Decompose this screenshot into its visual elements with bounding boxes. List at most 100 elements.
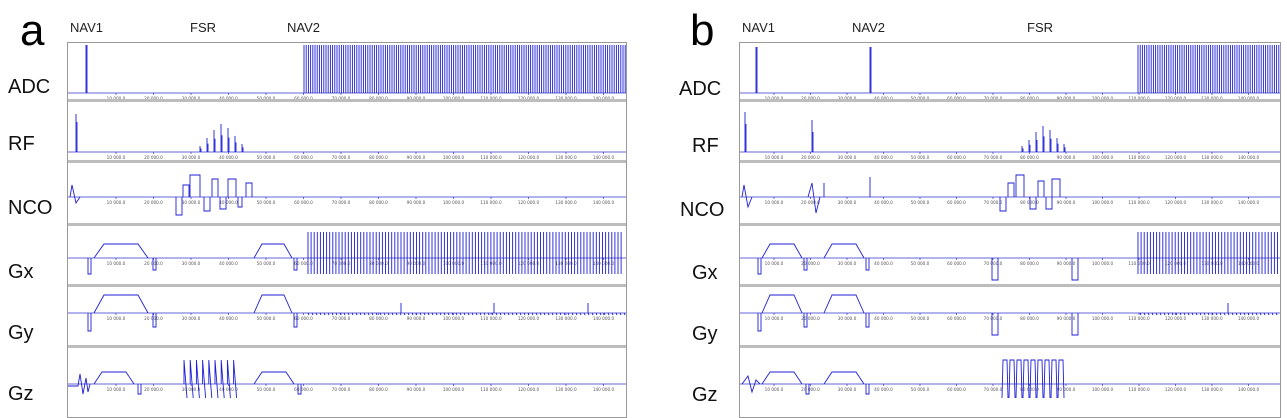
tick-label: 140 000.0: [593, 96, 615, 101]
tick-label: 20 000.0: [801, 96, 820, 101]
tick-label: 40 000.0: [219, 316, 238, 321]
tick-label: 70 000.0: [984, 155, 1003, 160]
tick-label: 80 000.0: [1020, 96, 1039, 101]
row-label-rf-a: RF: [8, 133, 35, 155]
tick-label: 100 000.0: [1092, 316, 1114, 321]
tick-label: 60 000.0: [294, 96, 313, 101]
tick-label: 30 000.0: [182, 261, 201, 266]
tick-label: 30 000.0: [838, 387, 857, 392]
tick-label: 140 000.0: [593, 155, 615, 160]
tick-label: 110 000.0: [480, 155, 502, 160]
tick-label: 130 000.0: [555, 96, 577, 101]
a-trace-row-3: [87, 232, 622, 275]
tick-label: 120 000.0: [1165, 155, 1187, 160]
tick-label: 40 000.0: [874, 316, 893, 321]
tick-label: 110 000.0: [1128, 96, 1150, 101]
tick-label: 100 000.0: [1092, 387, 1114, 392]
tick-label: 70 000.0: [332, 261, 351, 266]
tick-label: 70 000.0: [332, 316, 351, 321]
tick-label: 90 000.0: [407, 96, 426, 101]
tick-label: 40 000.0: [219, 96, 238, 101]
row-label-gx-a: Gx: [8, 261, 34, 283]
tick-label: 70 000.0: [984, 96, 1003, 101]
row-label-nco-b: NCO: [680, 199, 725, 221]
tick-label: 140 000.0: [1238, 261, 1260, 266]
tick-label: 40 000.0: [874, 261, 893, 266]
tick-label: 140 000.0: [593, 261, 615, 266]
tick-label: 130 000.0: [555, 261, 577, 266]
tick-label: 120 000.0: [1165, 261, 1187, 266]
tick-label: 60 000.0: [294, 155, 313, 160]
tick-label: 20 000.0: [801, 387, 820, 392]
row-divider: [68, 345, 626, 348]
tick-label: 90 000.0: [407, 316, 426, 321]
tick-label: 50 000.0: [911, 261, 930, 266]
a-trace-row-0: [85, 45, 626, 93]
tick-label: 90 000.0: [1057, 200, 1076, 205]
a-trace-row-4: [87, 294, 626, 332]
tick-label: 120 000.0: [518, 155, 540, 160]
tick-label: 130 000.0: [555, 200, 577, 205]
tick-label: 140 000.0: [593, 200, 615, 205]
tick-label: 50 000.0: [911, 387, 930, 392]
tick-label: 80 000.0: [1020, 387, 1039, 392]
a-trace-row-2: [69, 174, 253, 216]
tick-label: 40 000.0: [219, 200, 238, 205]
marker-fsr-a: FSR: [190, 20, 216, 35]
tick-label: 60 000.0: [294, 387, 313, 392]
a-trace-row-5: [68, 359, 302, 399]
tick-label: 10 000.0: [765, 316, 784, 321]
tick-label: 140 000.0: [1238, 155, 1260, 160]
tick-label: 90 000.0: [407, 387, 426, 392]
tick-label: 110 000.0: [480, 200, 502, 205]
row-divider: [740, 223, 1280, 226]
row-divider: [740, 284, 1280, 287]
tick-label: 90 000.0: [407, 200, 426, 205]
b-trace-row-2: [741, 174, 1061, 214]
panel-letter-a: a: [20, 6, 45, 55]
tick-label: 60 000.0: [947, 316, 966, 321]
tick-label: 60 000.0: [294, 316, 313, 321]
tick-label: 20 000.0: [144, 96, 163, 101]
tick-label: 120 000.0: [1165, 316, 1187, 321]
tick-label: 10 000.0: [107, 155, 126, 160]
tick-label: 60 000.0: [294, 261, 313, 266]
tick-label: 10 000.0: [765, 155, 784, 160]
row-label-gx-b: Gx: [692, 262, 718, 284]
tick-label: 80 000.0: [369, 316, 388, 321]
tick-label: 20 000.0: [801, 316, 820, 321]
marker-fsr-b: FSR: [1027, 20, 1053, 35]
tick-label: 50 000.0: [257, 316, 276, 321]
tick-label: 80 000.0: [369, 155, 388, 160]
tick-label: 70 000.0: [984, 387, 1003, 392]
tick-label: 120 000.0: [518, 200, 540, 205]
tick-label: 40 000.0: [874, 387, 893, 392]
tick-label: 10 000.0: [765, 200, 784, 205]
tick-label: 30 000.0: [838, 96, 857, 101]
tick-label: 110 000.0: [1128, 387, 1150, 392]
sequence-plot-b: 10 000.0 20 000.0 30 000.0 40 000.0 50 000.0…: [739, 42, 1281, 418]
tick-label: 80 000.0: [369, 387, 388, 392]
tick-label: 80 000.0: [1020, 316, 1039, 321]
tick-label: 80 000.0: [369, 261, 388, 266]
row-divider: [740, 160, 1280, 163]
row-label-gz-a: Gz: [8, 383, 34, 405]
tick-label: 110 000.0: [1128, 200, 1150, 205]
b-trace-row-5: [741, 359, 1065, 399]
tick-label: 130 000.0: [555, 387, 577, 392]
row-divider: [68, 99, 626, 102]
tick-label: 140 000.0: [1238, 316, 1260, 321]
tick-label: 80 000.0: [1020, 261, 1039, 266]
tick-label: 10 000.0: [107, 200, 126, 205]
row-label-nco-a: NCO: [8, 197, 53, 219]
tick-label: 100 000.0: [1092, 155, 1114, 160]
tick-label: 20 000.0: [144, 261, 163, 266]
marker-nav1-b: NAV1: [742, 20, 775, 35]
tick-label: 50 000.0: [911, 200, 930, 205]
panel-letter-b: b: [690, 6, 715, 55]
tick-label: 20 000.0: [801, 155, 820, 160]
tick-label: 110 000.0: [480, 387, 502, 392]
tick-label: 140 000.0: [1238, 387, 1260, 392]
marker-nav1-a: NAV1: [70, 20, 103, 35]
waveform-canvas-b: 10 000.0 20 000.0 30 000.0 40 000.0 50 000.0…: [740, 45, 1280, 399]
